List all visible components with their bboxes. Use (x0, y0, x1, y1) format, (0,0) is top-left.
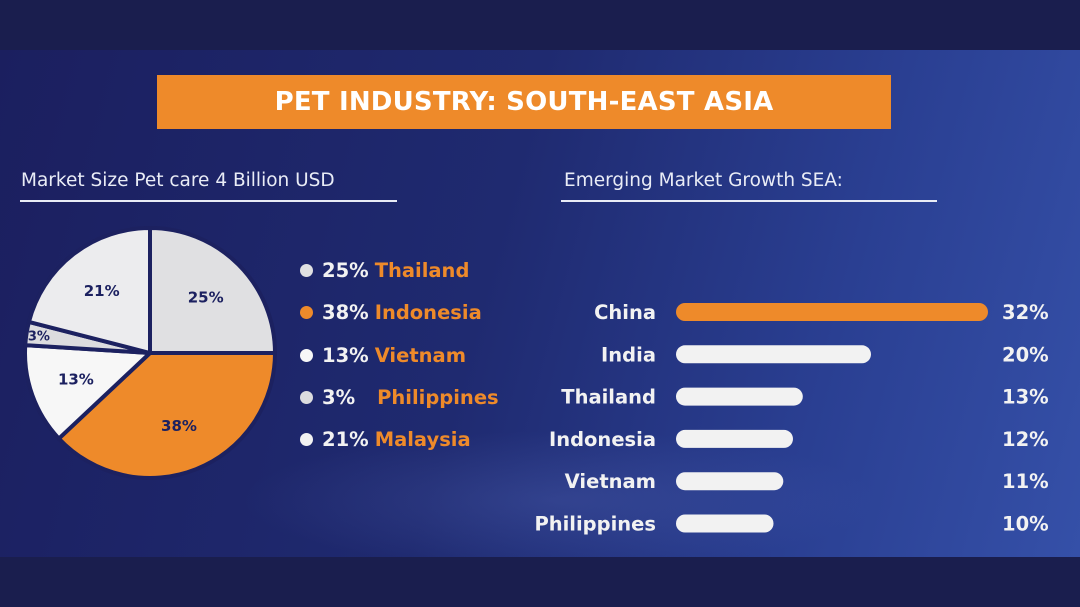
bar-value-label: 13% (1002, 386, 1049, 409)
pie-label-indonesia: 38% (161, 417, 197, 435)
title-banner: PET INDUSTRY: SOUTH-EAST ASIA (157, 75, 891, 129)
bar-philippines (676, 514, 774, 533)
legend-label: Malaysia (374, 427, 471, 451)
bar-category-label: Indonesia (549, 428, 656, 451)
bar-chart: China 32% India 20% Thailand 13% Indonesia 12% V… (534, 301, 1049, 536)
pie-slice-malaysia (26, 226, 152, 355)
legend-item-malaysia: 21% Malaysia (300, 426, 471, 452)
legend-dot (300, 263, 313, 277)
pie-label-malaysia: 21% (84, 282, 120, 300)
bar-value-label: 20% (1002, 343, 1049, 366)
legend-dot (300, 390, 313, 404)
bar-category-label: Thailand (561, 386, 656, 409)
bar-value-label: 11% (1002, 470, 1049, 493)
pie-label-vietnam: 13% (58, 371, 94, 389)
bar-thailand (676, 387, 803, 406)
pie-chart-title: Market Size Pet care 4 Billion USD (21, 170, 335, 191)
bar-value-label: 32% (1002, 301, 1049, 324)
bar-vietnam (676, 472, 784, 491)
bar-value-label: 12% (1002, 428, 1049, 451)
bar-category-label: Vietnam (565, 470, 656, 493)
bar-china (676, 303, 988, 321)
legend-dot (300, 305, 313, 319)
legend-dot (300, 348, 313, 362)
legend-dot (300, 432, 313, 446)
pie-slice-indonesia (56, 351, 277, 480)
bar-chart-title: Emerging Market Growth SEA: (564, 170, 843, 191)
legend-percent: 13% (322, 343, 369, 367)
legend-item-thailand: 25% Thailand (300, 257, 469, 283)
pie-slice-vietnam (23, 343, 152, 441)
pie-chart: 25% 38% 13% 3% 21% (23, 226, 277, 480)
legend-label: Vietnam (374, 343, 467, 367)
pie-label-philippines: 3% (28, 329, 50, 344)
pie-slice-thailand (148, 226, 277, 355)
legend-item-indonesia: 38% Indonesia (300, 299, 482, 325)
pie-label-thailand: 25% (188, 288, 224, 306)
slide: PET INDUSTRY: SOUTH-EAST ASIA Market Siz… (0, 50, 1080, 557)
legend-label: Indonesia (374, 300, 482, 324)
bar-india (676, 345, 871, 364)
page-title: PET INDUSTRY: SOUTH-EAST ASIA (274, 87, 774, 117)
bar-value-label: 10% (1002, 513, 1049, 536)
legend-percent: 25% (322, 258, 369, 282)
legend-label: Philippines (377, 385, 499, 409)
legend-percent: 38% (322, 300, 369, 324)
bar-category-label: India (601, 343, 656, 366)
bar-category-label: China (594, 301, 656, 324)
bar-indonesia (676, 429, 793, 448)
legend-item-philippines: 3% Philippines (300, 384, 499, 410)
legend-percent: 21% (322, 427, 369, 451)
bar-category-label: Philippines (534, 513, 656, 536)
pie-title-underline (20, 200, 397, 202)
legend-percent: 3% (322, 385, 356, 409)
legend-label: Thailand (374, 258, 470, 282)
bar-title-underline (561, 200, 937, 202)
legend-item-vietnam: 13% Vietnam (300, 342, 466, 368)
